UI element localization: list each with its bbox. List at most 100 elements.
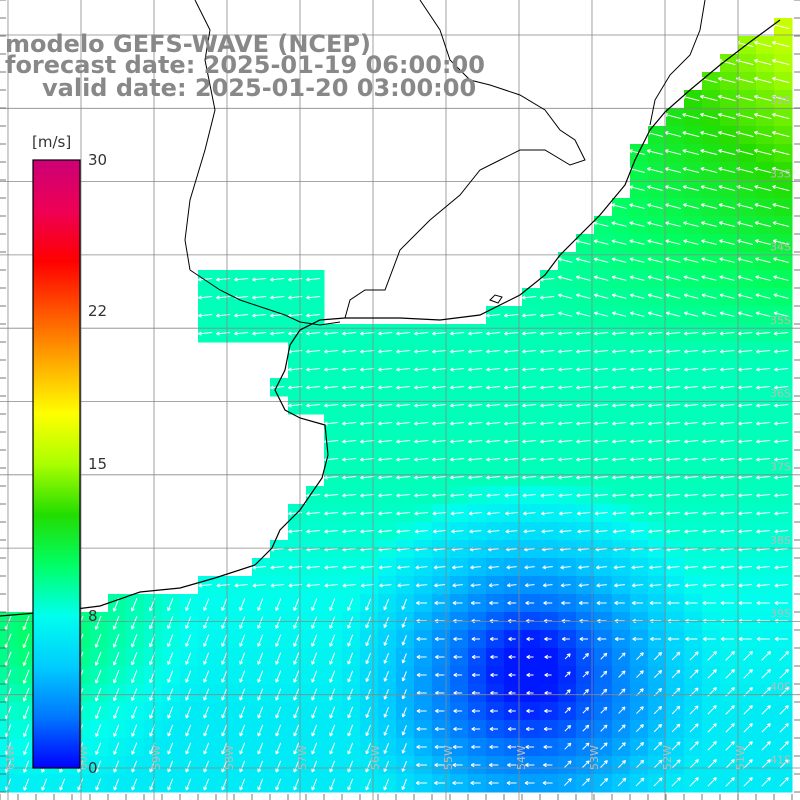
wind-arrow xyxy=(755,311,771,317)
wind-arrow xyxy=(647,257,663,263)
wind-arrow xyxy=(378,493,393,498)
wind-arrow xyxy=(702,439,717,444)
wind-arrow xyxy=(718,185,736,192)
wind-arrow xyxy=(432,385,447,390)
wind-arrow xyxy=(683,311,699,317)
wind-arrow xyxy=(342,349,357,354)
wind-arrow xyxy=(540,439,555,444)
wind-arrow xyxy=(594,511,608,516)
wind-arrow xyxy=(505,511,518,516)
wind-arrow xyxy=(738,421,753,426)
wind-arrow xyxy=(216,583,230,588)
wind-arrow xyxy=(648,457,663,462)
wind-arrow xyxy=(576,403,591,408)
wind-arrow xyxy=(522,439,537,444)
wind-arrow xyxy=(702,421,717,426)
wind-arrow xyxy=(576,493,591,498)
wind-arrow xyxy=(738,529,753,534)
wind-arrow xyxy=(738,565,752,570)
wind-arrow xyxy=(720,511,735,516)
wind-arrow xyxy=(558,403,573,408)
wind-arrow xyxy=(504,331,519,336)
wind-arrow xyxy=(504,313,519,318)
wind-arrow xyxy=(306,529,321,534)
wind-arrow xyxy=(450,403,465,408)
wind-arrow xyxy=(522,421,537,426)
wind-arrow xyxy=(324,367,339,372)
wind-arrow xyxy=(611,331,627,336)
wind-arrow xyxy=(432,349,447,354)
wind-arrow xyxy=(540,367,555,372)
wind-arrow xyxy=(432,421,447,426)
wind-arrow xyxy=(523,529,536,534)
wind-arrow xyxy=(702,385,717,390)
wind-arrow xyxy=(378,565,392,570)
wind-arrow xyxy=(558,349,573,354)
wind-arrow xyxy=(468,475,483,480)
wind-arrow xyxy=(719,331,735,336)
wind-arrow xyxy=(578,565,589,570)
wind-arrow xyxy=(558,367,573,372)
latitude-label: 37S xyxy=(770,461,791,474)
wind-arrow xyxy=(737,311,753,317)
wind-arrow xyxy=(342,529,357,534)
wind-arrow xyxy=(720,385,735,390)
wind-arrow xyxy=(772,58,790,66)
wind-arrow xyxy=(542,583,553,588)
wind-arrow xyxy=(522,403,537,408)
wind-arrow xyxy=(540,493,554,498)
wind-arrow xyxy=(450,493,465,498)
wind-arrow xyxy=(647,275,663,281)
wind-arrow xyxy=(468,439,483,444)
wind-arrow xyxy=(450,331,465,336)
wind-arrow xyxy=(396,331,411,336)
wind-arrow xyxy=(738,511,753,516)
wind-arrow xyxy=(522,457,537,462)
wind-arrow xyxy=(700,149,718,156)
wind-arrow xyxy=(612,421,627,426)
wind-arrow xyxy=(486,385,501,390)
wind-arrow xyxy=(324,493,339,498)
wind-arrow xyxy=(541,529,554,534)
wind-arrow xyxy=(198,331,213,336)
wind-arrow xyxy=(738,367,753,372)
wind-arrow xyxy=(595,565,608,570)
wind-arrow xyxy=(468,403,483,408)
wind-arrow xyxy=(342,457,357,462)
wind-arrow xyxy=(342,385,357,390)
wind-arrow xyxy=(684,475,699,480)
wind-arrow xyxy=(718,112,736,120)
wind-arrow xyxy=(756,493,771,498)
wind-arrow xyxy=(702,457,717,462)
wind-arrow xyxy=(612,367,627,372)
wind-arrow xyxy=(683,331,699,336)
wind-arrow xyxy=(646,149,664,155)
wind-arrow xyxy=(612,511,626,516)
wind-arrow xyxy=(378,403,393,408)
wind-arrow xyxy=(648,529,663,534)
wind-arrow xyxy=(647,185,663,191)
wind-arrow xyxy=(666,403,681,408)
wind-arrow xyxy=(774,565,788,570)
wind-arrow xyxy=(594,493,609,498)
colorbar xyxy=(32,159,81,769)
wind-arrow xyxy=(700,130,718,138)
wind-arrow xyxy=(342,583,356,588)
wind-arrow xyxy=(559,529,572,534)
wind-arrow xyxy=(630,475,645,480)
wind-arrow xyxy=(342,331,357,336)
wind-arrow xyxy=(666,421,681,426)
wind-arrow xyxy=(540,421,555,426)
wind-arrow xyxy=(576,475,591,480)
latitude-label: 39S xyxy=(770,607,791,620)
wind-arrow xyxy=(629,275,645,281)
wind-arrow xyxy=(701,293,717,299)
wind-arrow xyxy=(506,565,517,570)
wind-arrow xyxy=(737,331,753,336)
wind-arrow xyxy=(558,439,573,444)
wind-arrow xyxy=(558,385,573,390)
wind-arrow xyxy=(593,239,609,245)
wind-arrow xyxy=(683,221,699,227)
wind-arrow xyxy=(468,367,483,372)
wind-arrow xyxy=(450,349,465,354)
